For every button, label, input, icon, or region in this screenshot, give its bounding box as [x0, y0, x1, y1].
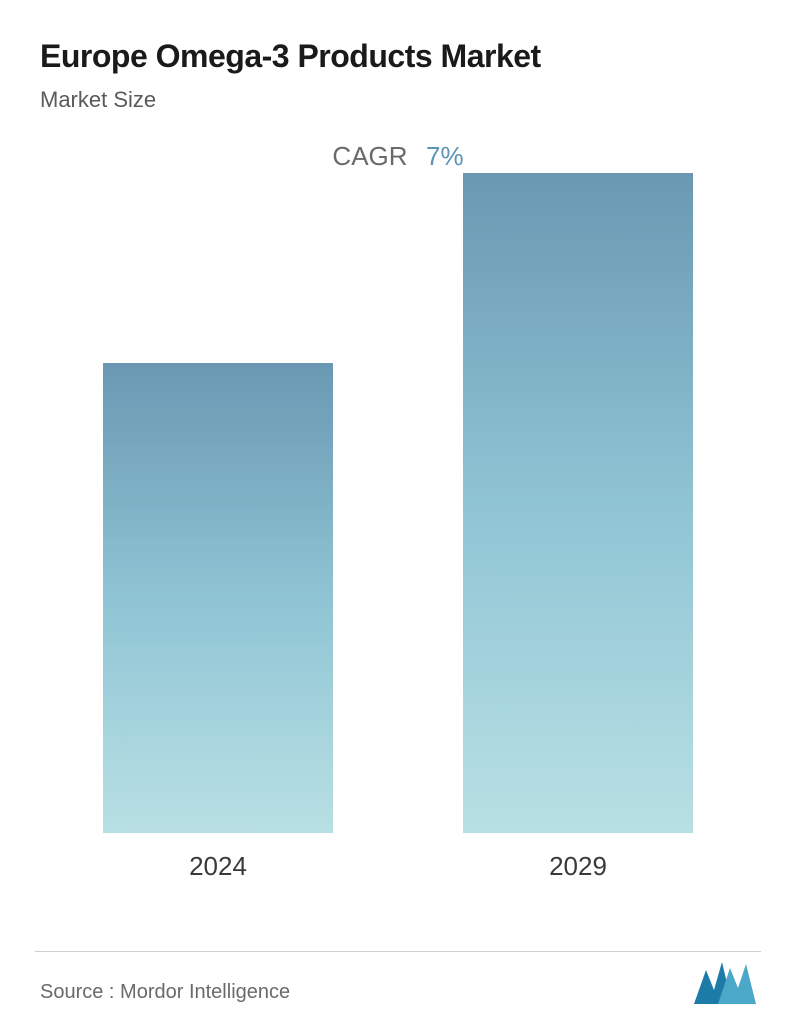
cagr-value: 7%: [426, 141, 464, 171]
bar-label: 2024: [189, 851, 247, 882]
divider: [35, 951, 761, 952]
bar-2024: [103, 363, 333, 833]
cagr-row: CAGR 7%: [40, 141, 756, 172]
chart-container: Europe Omega-3 Products Market Market Si…: [0, 0, 796, 1034]
footer: Source : Mordor Intelligence: [40, 962, 756, 1004]
bar-label: 2029: [549, 851, 607, 882]
source-text: Source : Mordor Intelligence: [40, 981, 290, 1004]
mordor-logo-icon: [694, 962, 756, 1004]
cagr-label: CAGR: [332, 141, 407, 171]
chart-subtitle: Market Size: [40, 87, 756, 113]
bar-chart: 2024 2029: [40, 192, 756, 882]
chart-title: Europe Omega-3 Products Market: [40, 38, 756, 75]
bar-group: 2024: [103, 363, 333, 882]
bar-2029: [463, 173, 693, 833]
bar-group: 2029: [463, 173, 693, 882]
